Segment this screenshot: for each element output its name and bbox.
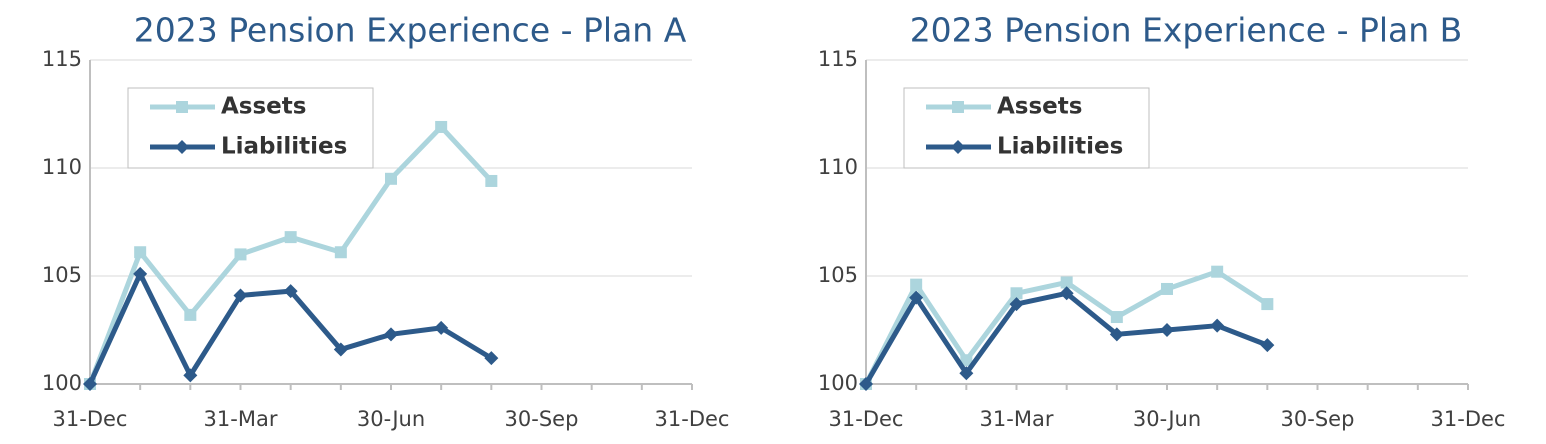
- marker: [176, 101, 188, 113]
- marker: [133, 266, 148, 281]
- x-tick-label: 30-Sep: [505, 407, 579, 431]
- marker: [1210, 318, 1225, 333]
- y-tick-label: 105: [42, 263, 82, 287]
- marker: [184, 308, 197, 321]
- y-tick-label: 100: [818, 371, 858, 395]
- marker: [1009, 297, 1024, 312]
- marker: [1211, 265, 1224, 278]
- marker: [1161, 282, 1173, 295]
- marker: [1260, 338, 1275, 353]
- x-tick-label: 31-Mar: [980, 407, 1054, 431]
- marker: [959, 366, 974, 381]
- marker: [910, 278, 923, 291]
- marker: [960, 354, 973, 367]
- x-tick-label: 30-Jun: [1133, 407, 1201, 431]
- marker: [952, 101, 964, 113]
- marker: [83, 377, 97, 391]
- marker: [1160, 323, 1174, 337]
- marker: [385, 172, 397, 185]
- x-tick-label: 30-Sep: [1281, 407, 1355, 431]
- marker: [283, 284, 298, 299]
- chart-title: 2023 Pension Experience - Plan B: [910, 11, 1463, 50]
- marker: [234, 248, 247, 261]
- marker: [859, 377, 873, 391]
- marker: [909, 290, 924, 305]
- marker: [334, 246, 347, 259]
- marker: [333, 342, 348, 357]
- x-tick-label: 31-Dec: [655, 407, 730, 431]
- marker: [435, 120, 448, 133]
- marker: [434, 320, 449, 335]
- y-tick-label: 110: [42, 155, 82, 179]
- marker: [175, 140, 189, 154]
- legend-box: [127, 87, 374, 169]
- marker: [1110, 311, 1123, 324]
- marker: [134, 246, 147, 259]
- marker: [384, 327, 398, 342]
- marker: [284, 231, 297, 244]
- y-tick-label: 115: [818, 47, 858, 71]
- y-tick-label: 105: [818, 263, 858, 287]
- legend-label: Liabilities: [221, 134, 347, 160]
- x-tick-label: 31-Dec: [829, 407, 904, 431]
- marker: [1109, 327, 1124, 342]
- x-tick-label: 31-Dec: [53, 407, 128, 431]
- marker: [233, 288, 248, 303]
- marker: [1010, 287, 1023, 300]
- y-tick-label: 110: [818, 155, 858, 179]
- x-tick-label: 31-Dec: [1431, 407, 1506, 431]
- y-tick-label: 100: [42, 371, 82, 395]
- marker: [1059, 286, 1074, 301]
- marker: [1261, 298, 1274, 311]
- marker: [1060, 276, 1073, 289]
- marker: [484, 351, 499, 366]
- legend-label: Assets: [997, 94, 1082, 120]
- chart-title: 2023 Pension Experience - Plan A: [134, 11, 687, 50]
- legend-label: Liabilities: [997, 134, 1123, 160]
- legend-label: Assets: [221, 94, 306, 120]
- legend-box: [903, 87, 1150, 169]
- x-tick-label: 30-Jun: [357, 407, 425, 431]
- marker: [485, 174, 498, 187]
- y-tick-label: 115: [42, 47, 82, 71]
- marker: [183, 368, 198, 383]
- x-tick-label: 31-Mar: [204, 407, 278, 431]
- series-line: [863, 290, 1269, 386]
- marker: [951, 140, 965, 154]
